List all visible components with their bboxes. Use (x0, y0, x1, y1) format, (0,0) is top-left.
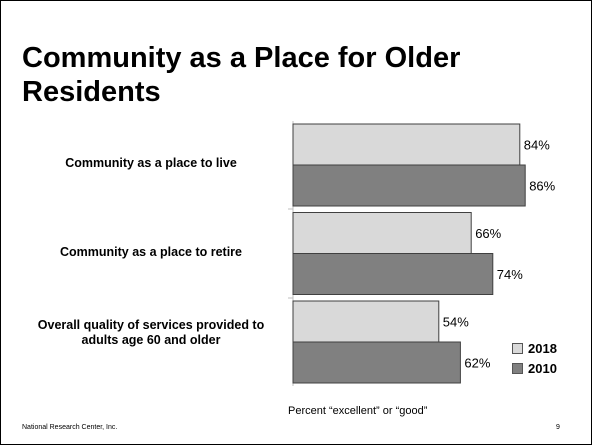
data-label-2018-2: 54% (443, 315, 469, 330)
x-axis-label: Percent “excellent” or “good” (288, 405, 428, 417)
data-label-2018-1: 66% (475, 226, 501, 241)
legend: 2018 2010 (512, 338, 557, 378)
legend-label-2010: 2010 (528, 360, 557, 376)
data-label-2018-0: 84% (524, 138, 550, 153)
legend-item-2010: 2010 (512, 358, 557, 378)
legend-item-2018: 2018 (512, 338, 557, 358)
page-number: 9 (556, 424, 560, 431)
bar-2010-1 (292, 253, 494, 295)
slide-title: Community as a Place for Older Residents (22, 42, 461, 108)
bar-2010-0 (292, 164, 526, 207)
bar-2018-0 (292, 123, 521, 166)
legend-swatch-2018 (512, 342, 523, 354)
category-label-retire: Community as a place to retire (59, 245, 242, 259)
legend-label-2018: 2018 (528, 340, 557, 356)
data-label-2010-2: 62% (464, 356, 490, 371)
data-label-2010-0: 86% (529, 179, 555, 194)
data-label-2010-1: 74% (497, 267, 523, 282)
bar-2010-2 (292, 341, 461, 384)
bar-2018-2 (292, 300, 440, 343)
category-label-live: Community as a place to live (65, 156, 237, 170)
footer-text: National Research Center, Inc. (22, 424, 118, 431)
category-label-services: Overall quality of services provided to … (37, 318, 265, 347)
legend-swatch-2010 (512, 362, 523, 374)
bar-2018-1 (292, 212, 472, 254)
